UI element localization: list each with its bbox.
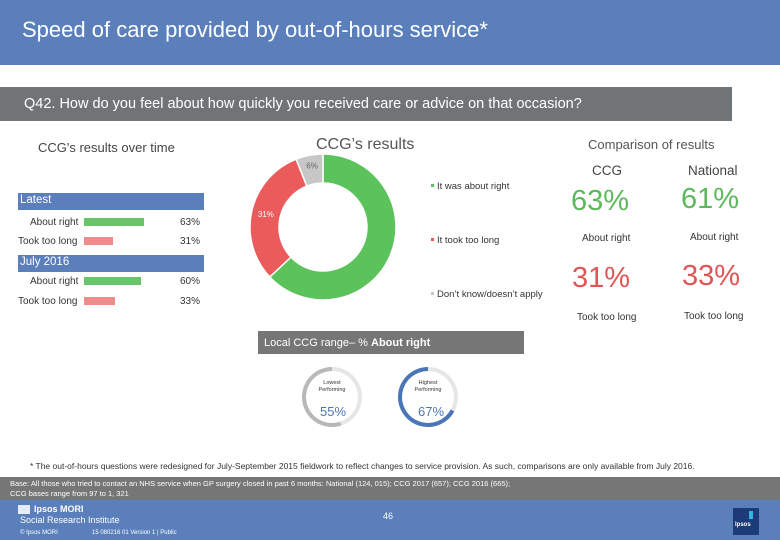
- lowest-value: 55%: [320, 404, 347, 419]
- donut-title: CCG’s results: [316, 136, 415, 153]
- footer-banner: [0, 500, 780, 540]
- donut-chart: 63% 31% 6%: [249, 153, 399, 301]
- group-label-july-2016: July 2016: [20, 256, 70, 268]
- legend-about-right: It was about right: [437, 181, 510, 192]
- lowest-label-line2: Performing: [318, 387, 346, 393]
- lowest-performing-gauge: [301, 367, 362, 427]
- highest-label-line2: Performing: [414, 387, 442, 393]
- results-over-time-title: CCG's results over time: [38, 140, 175, 155]
- national-too-long-pct: 33%: [682, 260, 741, 292]
- donut-slice-about-right: [268, 153, 397, 301]
- legend-marker-about-right: [431, 184, 434, 187]
- column-ccg: CCG: [592, 163, 622, 178]
- ccg-too-long-pct: 31%: [572, 262, 631, 294]
- footnote: * The out-of-hours questions were redesi…: [30, 461, 695, 471]
- legend-marker-too-long: [431, 238, 434, 241]
- ipsos-mori-logo-icon: [18, 505, 30, 514]
- legend-marker-dont-know: [431, 292, 434, 295]
- comparison-title: Comparison of results: [588, 137, 715, 152]
- row-label-latest-about-right: About right: [30, 217, 79, 228]
- header-banner: [0, 0, 780, 65]
- page-number: 46: [383, 511, 394, 521]
- donut-label-dont-know: 6%: [306, 162, 318, 171]
- reference: 15 080216 01 Version 1 | Public: [92, 530, 177, 536]
- base-banner: [0, 477, 780, 500]
- range-banner: [258, 331, 524, 354]
- page-title: Speed of care provided by out-of-hours s…: [22, 17, 488, 42]
- donut-slice-dont-know: [295, 153, 324, 188]
- value-latest-about-right: 63%: [180, 217, 201, 228]
- national-too-long-label: Took too long: [684, 311, 744, 322]
- value-july-too-long: 33%: [180, 296, 201, 307]
- ipsos-badge-icon: [733, 508, 759, 535]
- bar-july-about-right: [84, 277, 141, 285]
- national-about-right-pct: 61%: [681, 183, 740, 215]
- bar-latest-too-long: [84, 237, 114, 245]
- highest-value: 67%: [418, 404, 445, 419]
- lowest-label-line1: Lowest: [323, 380, 341, 386]
- group-header-july-2016: [18, 255, 204, 272]
- row-label-july-too-long: Took too long: [18, 296, 78, 307]
- logo-line-2: Social Research Institute: [20, 515, 120, 525]
- donut-label-about-right: 63%: [383, 272, 399, 281]
- legend-dont-know: Don’t know/doesn’t apply: [437, 289, 543, 300]
- ccg-about-right-label: About right: [582, 233, 631, 244]
- question-banner: [0, 87, 732, 121]
- legend-too-long: It took too long: [437, 235, 500, 246]
- ipsos-badge-text: Ipsos: [735, 522, 751, 528]
- highest-label: Highest Performing: [411, 380, 445, 394]
- logo-line-1: Ipsos MORI: [34, 504, 84, 514]
- bar-latest-about-right: [84, 218, 144, 226]
- value-latest-too-long: 31%: [180, 236, 201, 247]
- national-about-right-label: About right: [690, 232, 739, 243]
- value-july-about-right: 60%: [180, 276, 201, 287]
- copyright: © Ipsos MORI: [20, 530, 58, 536]
- base-line-1: Base: All those who tried to contact an …: [10, 479, 511, 488]
- row-label-july-about-right: About right: [30, 276, 79, 287]
- range-title-bold: About right: [371, 337, 431, 349]
- ccg-too-long-label: Took too long: [577, 312, 637, 323]
- range-title-plain: Local CCG range– %: [264, 337, 371, 349]
- highest-label-line1: Highest: [418, 380, 438, 386]
- group-header-latest: [18, 193, 204, 210]
- ipsos-badge-accent: [749, 511, 753, 519]
- lowest-label: Lowest Performing: [316, 380, 348, 394]
- question-text: Q42. How do you feel about how quickly y…: [24, 96, 582, 112]
- ccg-about-right-pct: 63%: [571, 185, 630, 217]
- range-title: Local CCG range– % About right: [264, 337, 430, 349]
- column-national: National: [688, 163, 738, 178]
- group-label-latest: Latest: [20, 194, 52, 206]
- bar-july-too-long: [84, 297, 116, 305]
- row-label-latest-too-long: Took too long: [18, 236, 78, 247]
- donut-label-too-long: 31%: [258, 210, 274, 219]
- base-line-2: CCG bases range from 97 to 1, 321: [10, 489, 129, 498]
- highest-performing-gauge: [397, 367, 458, 427]
